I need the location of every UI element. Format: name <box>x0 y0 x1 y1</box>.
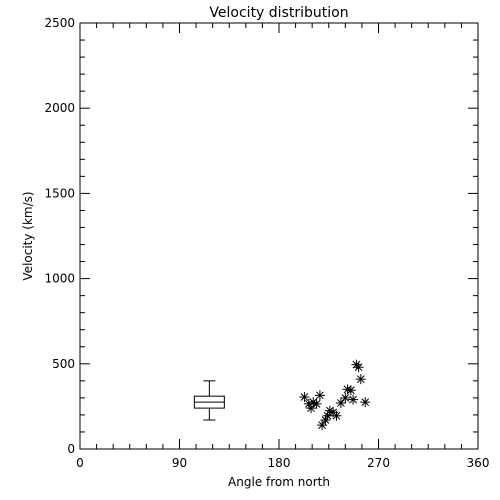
y-tick-label: 2000 <box>44 101 75 115</box>
x-tick-label: 90 <box>172 456 187 470</box>
data-points <box>299 359 371 431</box>
data-point <box>360 397 371 408</box>
x-tick-label: 360 <box>467 456 490 470</box>
chart-title: Velocity distribution <box>209 5 348 21</box>
data-point <box>322 410 333 421</box>
box-plot <box>193 380 225 421</box>
y-tick-label: 0 <box>67 442 75 456</box>
x-axis-label: Angle from north <box>228 475 330 489</box>
data-point <box>331 410 342 421</box>
y-tick-label: 1500 <box>44 186 75 200</box>
plot-frame <box>79 22 479 450</box>
data-point <box>345 385 356 396</box>
data-point <box>340 392 351 403</box>
y-tick-label: 1000 <box>44 272 75 286</box>
data-point <box>314 390 325 401</box>
data-point <box>317 420 328 431</box>
data-point <box>355 374 366 385</box>
data-point <box>348 394 359 405</box>
y-tick-label: 2500 <box>44 16 75 30</box>
data-point <box>299 392 310 403</box>
data-point <box>311 398 322 409</box>
data-point <box>353 362 364 373</box>
x-axis: 0 90 180 270 360 <box>76 23 489 470</box>
x-tick-label: 270 <box>367 456 390 470</box>
y-axis-label: Velocity (km/s) <box>21 191 35 280</box>
y-axis: 0 500 1000 1500 2000 2500 <box>44 16 478 456</box>
x-tick-label: 0 <box>76 456 84 470</box>
x-tick-label: 180 <box>268 456 291 470</box>
y-tick-label: 500 <box>52 357 75 371</box>
